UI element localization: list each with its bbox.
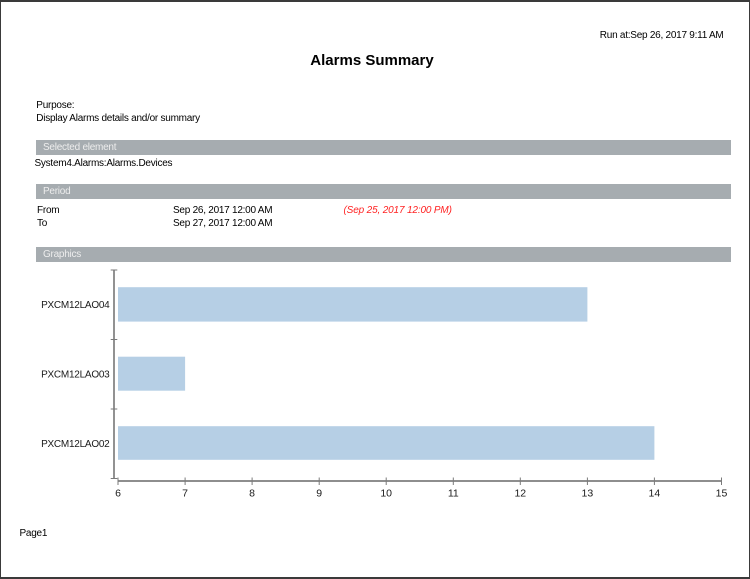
svg-text:PXCM12LAO03: PXCM12LAO03 — [41, 370, 110, 381]
svg-text:PXCM12LAO02: PXCM12LAO02 — [41, 439, 110, 450]
svg-text:12: 12 — [514, 488, 526, 500]
svg-text:11: 11 — [448, 488, 459, 500]
svg-text:7: 7 — [182, 488, 188, 500]
svg-text:15: 15 — [716, 488, 728, 500]
svg-text:8: 8 — [249, 488, 255, 500]
svg-text:10: 10 — [380, 488, 392, 500]
svg-text:13: 13 — [582, 488, 594, 500]
svg-text:PXCM12LAO04: PXCM12LAO04 — [41, 300, 110, 311]
svg-text:6: 6 — [115, 488, 121, 500]
svg-text:14: 14 — [649, 488, 661, 500]
svg-text:9: 9 — [316, 488, 322, 500]
